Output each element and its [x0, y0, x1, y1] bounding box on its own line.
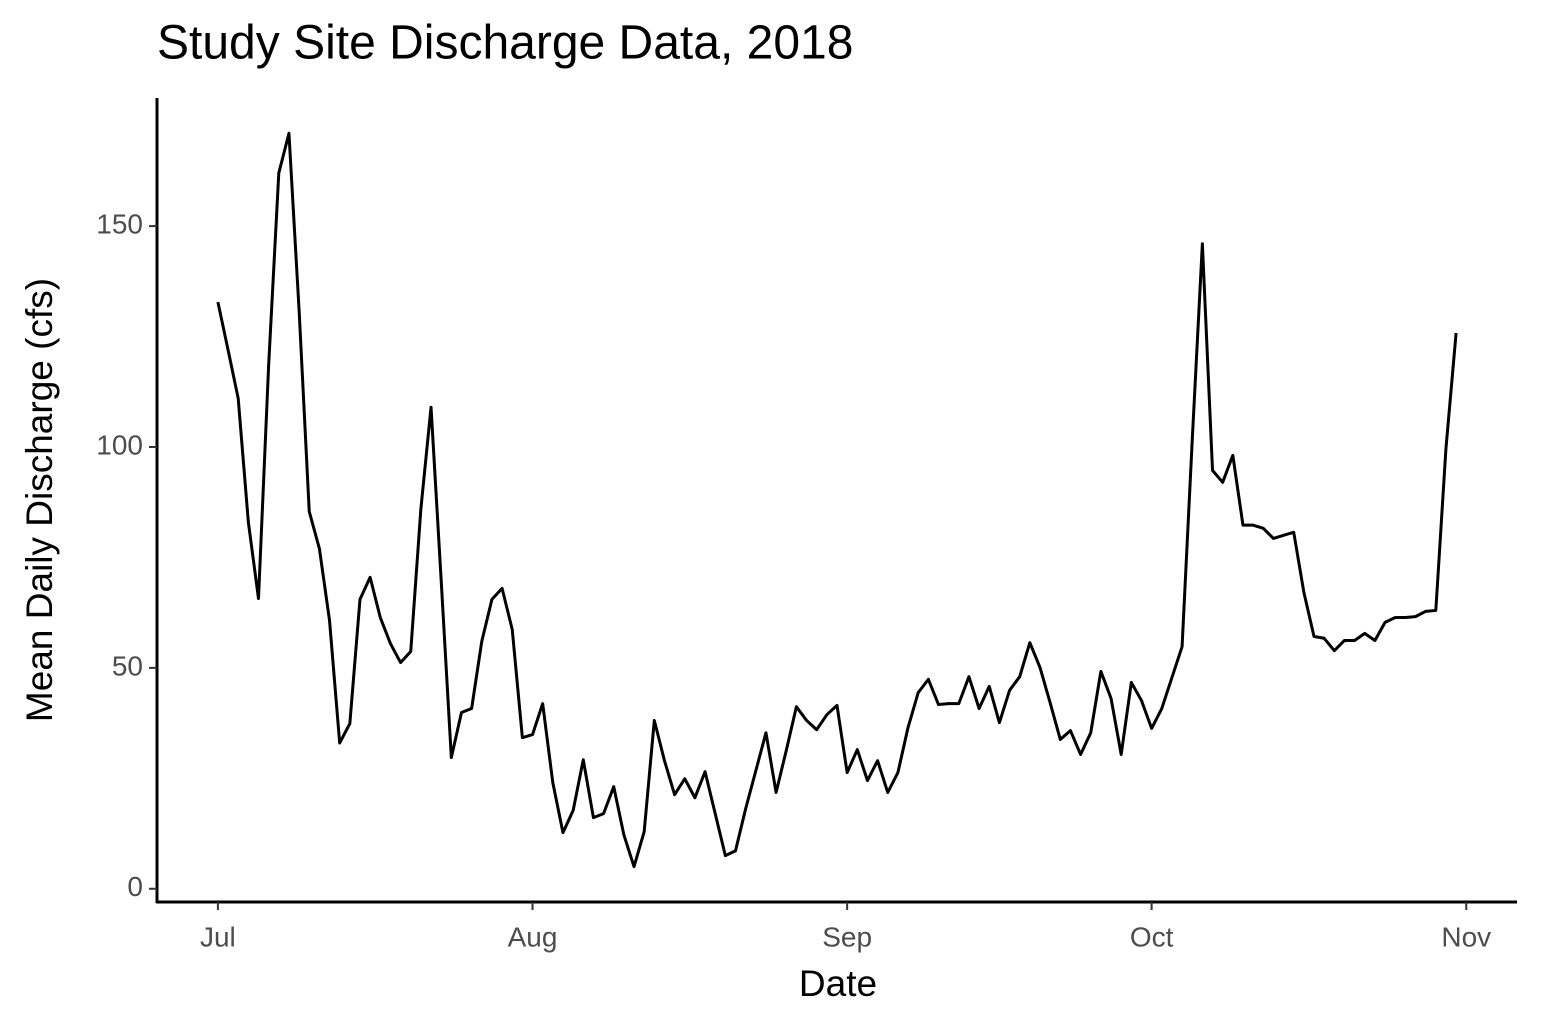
- x-tick-label: Jul: [200, 921, 236, 952]
- y-axis-title: Mean Daily Discharge (cfs): [19, 278, 60, 722]
- y-tick-label: 100: [96, 429, 143, 460]
- x-tick-label: Nov: [1441, 921, 1491, 952]
- y-tick-label: 0: [127, 871, 143, 902]
- y-tick-label: 50: [112, 650, 143, 681]
- x-tick-label: Aug: [508, 921, 558, 952]
- data-line: [216, 131, 1458, 869]
- chart-title: Study Site Discharge Data, 2018: [157, 17, 853, 70]
- x-tick-label: Sep: [822, 921, 872, 952]
- y-tick-label: 150: [96, 209, 143, 240]
- x-tick-label: Oct: [1130, 921, 1174, 952]
- x-axis-title: Date: [799, 963, 877, 1004]
